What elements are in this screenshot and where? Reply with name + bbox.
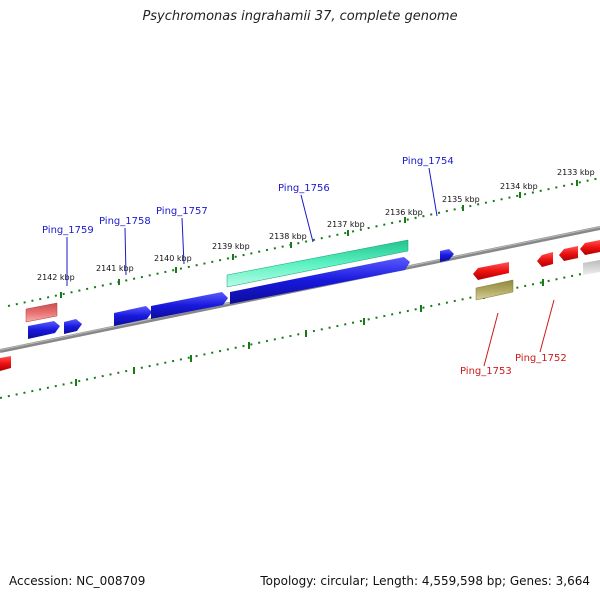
figure-title: Psychromonas ingrahamii 37, complete gen… (142, 9, 458, 24)
upper-ruler-major-ticks (60, 180, 578, 298)
genome-summary-text: Topology: circular; Length: 4,559,598 bp… (260, 574, 590, 588)
tick-label-2140: 2140 kbp (154, 254, 192, 263)
label-ping-1757: Ping_1757 (156, 206, 208, 217)
gene-red-left-partial[interactable] (0, 356, 11, 371)
tick-label-2134: 2134 kbp (500, 182, 538, 191)
gene-ping-1754-arrow[interactable] (440, 249, 454, 262)
lower-ruler-major-ticks (75, 279, 544, 386)
gene-ping-1753-olive[interactable] (475, 279, 514, 301)
gene-ping-1758-arrow[interactable] (64, 319, 82, 334)
tick-label-2142: 2142 kbp (37, 273, 75, 282)
label-ping-1758: Ping_1758 (99, 216, 151, 227)
gene-ping-1752-red[interactable] (537, 252, 553, 267)
gene-red-small-1[interactable] (559, 246, 578, 261)
tick-label-2137: 2137 kbp (327, 220, 365, 229)
tick-label-2139: 2139 kbp (212, 242, 250, 251)
tick-label-2141: 2141 kbp (96, 264, 134, 273)
gene-ping-1753-red[interactable] (473, 262, 509, 280)
leader-ping-1757 (181, 217, 185, 265)
leader-ping-1753 (483, 312, 499, 367)
gene-ping-1759-pink[interactable] (25, 302, 58, 323)
gene-red-small-2[interactable] (580, 240, 600, 255)
leader-ping-1758 (124, 227, 127, 276)
tick-label-2133: 2133 kbp (557, 168, 595, 177)
leader-ping-1752 (539, 299, 555, 353)
gene-ping-1757-arrow[interactable] (151, 292, 228, 319)
label-ping-1753: Ping_1753 (460, 366, 512, 377)
gene-ping-1757-left-arrow[interactable] (114, 306, 152, 326)
leader-ping-1756 (300, 194, 314, 243)
label-ping-1759: Ping_1759 (42, 225, 94, 236)
tick-label-2138: 2138 kbp (269, 232, 307, 241)
tick-label-2135: 2135 kbp (442, 195, 480, 204)
leader-ping-1754 (428, 167, 438, 217)
gene-ping-1756-arrow[interactable] (230, 257, 410, 304)
gene-ping-1759-arrow[interactable] (28, 321, 60, 339)
label-ping-1756: Ping_1756 (278, 183, 330, 194)
label-ping-1752: Ping_1752 (515, 353, 567, 364)
gene-ping-1756-green[interactable] (226, 239, 409, 288)
label-ping-1754: Ping_1754 (402, 156, 454, 167)
upper-ruler-line (7, 177, 600, 307)
tick-label-2136: 2136 kbp (385, 208, 423, 217)
accession-text: Accession: NC_008709 (9, 574, 146, 588)
gene-grey-partial[interactable] (583, 260, 600, 275)
